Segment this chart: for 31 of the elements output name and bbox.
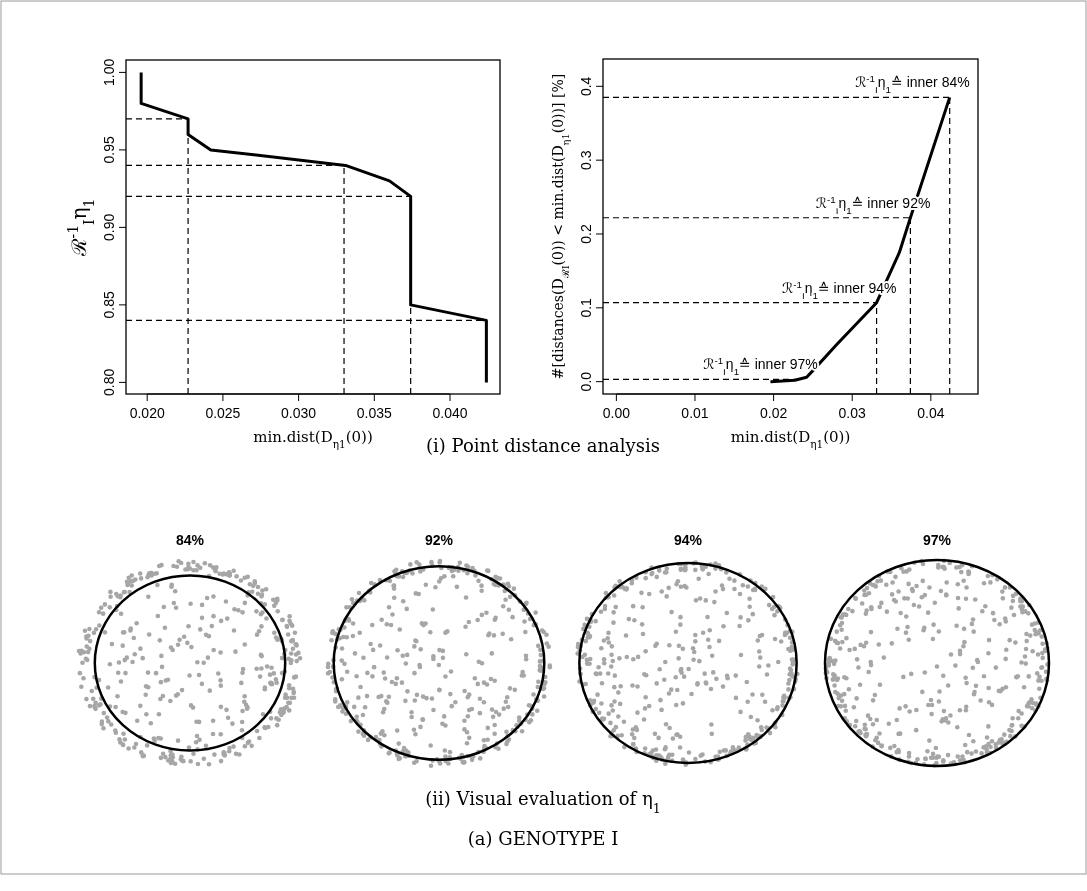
x-tick-label: 0.01 (681, 405, 709, 421)
text: 92% (424, 532, 454, 548)
x-tick-label: 0.020 (129, 405, 165, 421)
x-tick-label: 0.02 (759, 405, 788, 421)
x-tick-label: 0.035 (356, 405, 393, 421)
ref-line-label: ℛ$^{-1}$$_{I}$η$_{1}$≙ inner 97% (703, 354, 818, 377)
y-tick-label: 0.0 (578, 371, 594, 392)
y-tick-label: 0.85 (101, 291, 117, 319)
y-tick-label: 0.2 (578, 224, 594, 244)
y-tick-label: 0.90 (101, 213, 117, 242)
y-tick-label: 0.95 (101, 136, 117, 164)
y-tick-label: 0.4 (578, 76, 594, 97)
x-tick-label: 0.030 (281, 405, 317, 421)
text: 84% (175, 532, 205, 548)
y-tick-label: 1.00 (101, 58, 117, 87)
text: (a) GENOTYPE I (467, 828, 619, 849)
x-tick-label: 0.025 (205, 405, 241, 421)
x-axis-title: min.dist(D$_{η1}$(0)) (730, 428, 851, 450)
y-tick-label: 0.1 (578, 297, 594, 318)
x-tick-label: 0.03 (838, 405, 867, 421)
text: 94% (673, 532, 703, 548)
ref-line-label: ℛ$^{-1}$$_{I}$η$_{1}$≙ inner 84% (855, 72, 970, 95)
x-tick-label: 0.04 (917, 405, 945, 421)
y-tick-label: 0.3 (578, 150, 594, 170)
text: (i) Point distance analysis (426, 435, 660, 456)
x-tick-label: 0.00 (602, 405, 631, 421)
x-axis-title: min.dist(D$_{η1}$(0)) (253, 428, 373, 450)
text: (ii) Visual evaluation of η$_{1}$ (425, 788, 661, 816)
y-tick-label: 0.80 (101, 368, 117, 396)
text: 97% (922, 532, 952, 548)
x-tick-label: 0.040 (432, 405, 468, 421)
